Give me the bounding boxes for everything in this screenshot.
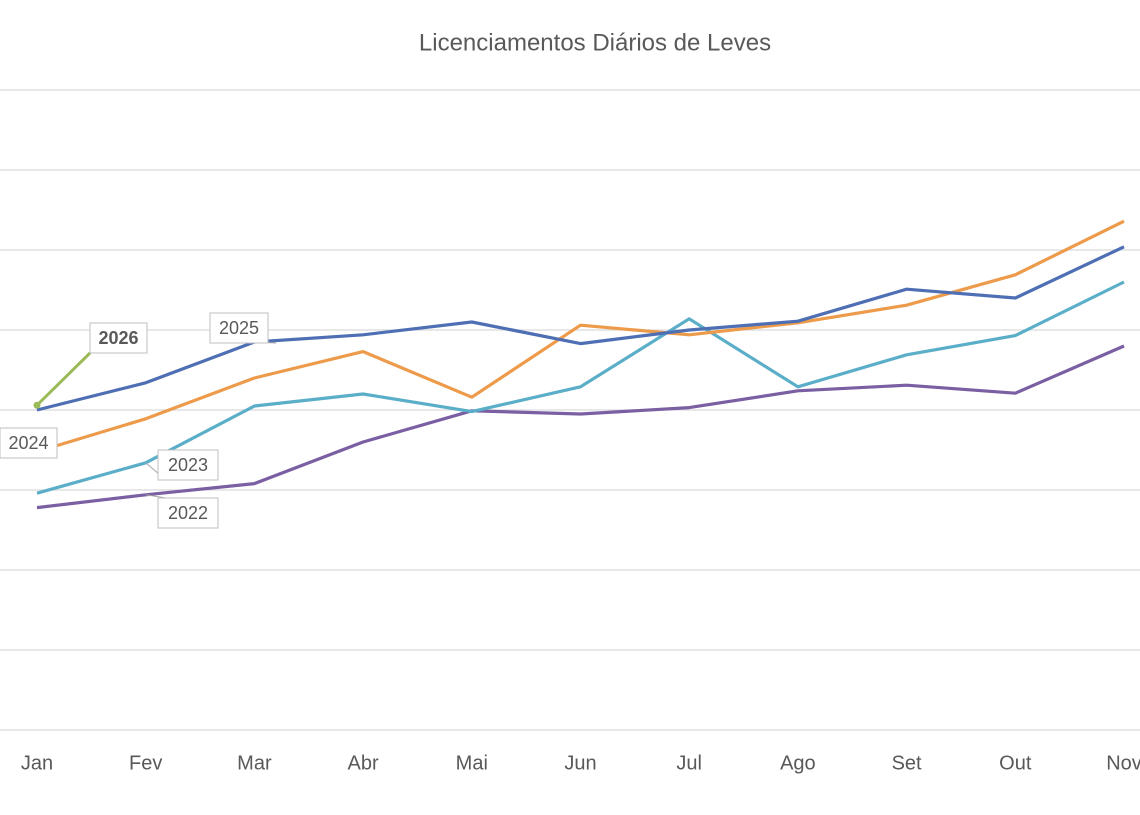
x-tick-label: Ago [780, 752, 816, 774]
series-label: 2022 [168, 503, 208, 523]
series-line [36, 219, 1125, 454]
x-tick-label: Abr [348, 752, 379, 774]
series-label: 2024 [8, 433, 48, 453]
x-tick-label: Jan [21, 752, 53, 774]
x-tick-label: Set [892, 752, 922, 774]
series-line [36, 344, 1125, 510]
label-box [209, 312, 269, 344]
label-box [157, 497, 219, 529]
label-box [0, 427, 58, 459]
x-tick-label: Nov [1106, 752, 1140, 774]
series-line [36, 280, 1125, 495]
x-tick-label: Fev [129, 752, 162, 774]
x-tick-label: Mar [237, 752, 272, 774]
label-leader [145, 494, 167, 499]
series-line [36, 245, 1125, 412]
series-label: 2023 [168, 455, 208, 475]
x-tick-label: Jul [676, 752, 702, 774]
series-label: 2025 [219, 318, 259, 338]
x-tick-label: Jun [564, 752, 596, 774]
chart-title: Licenciamentos Diários de Leves [419, 29, 771, 56]
x-tick-label: Mai [456, 752, 488, 774]
series-label: 2026 [98, 328, 138, 348]
x-tick-label: Out [999, 752, 1032, 774]
label-box [89, 322, 148, 354]
label-box [157, 449, 219, 481]
label-leader [35, 351, 92, 407]
